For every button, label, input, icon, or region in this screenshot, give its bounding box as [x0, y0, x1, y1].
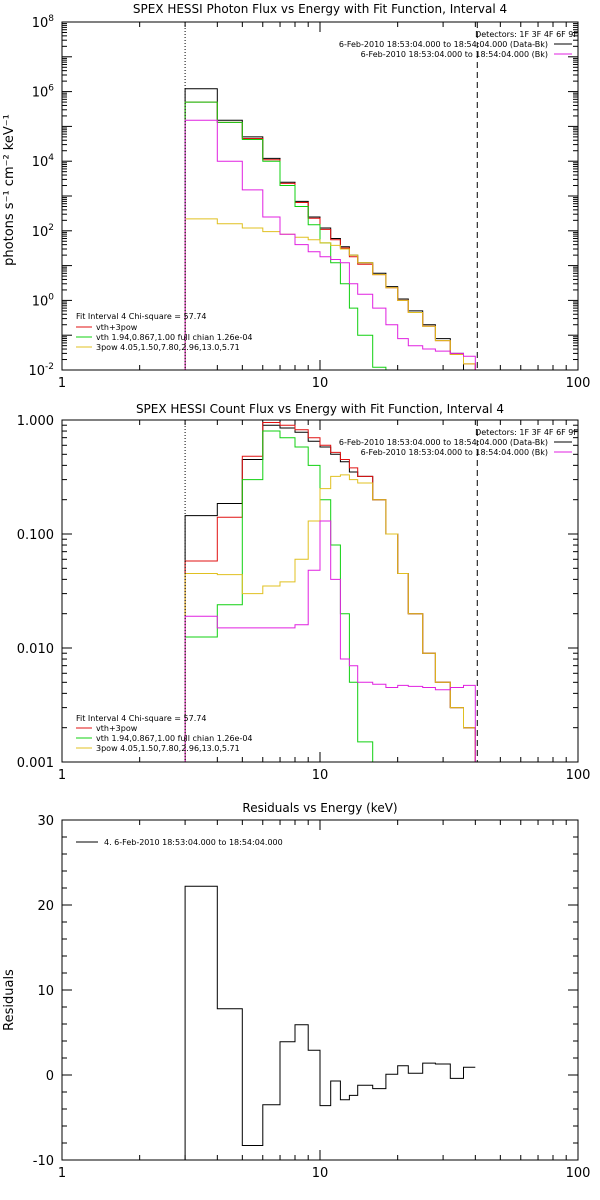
x-tick-label: 10: [312, 1166, 329, 1181]
axes-frame: [61, 819, 579, 1161]
y-tick-label: 10: [37, 984, 54, 999]
legend-entry-bk: 6-Feb-2010 18:53:04.000 to 18:54:04.000 …: [361, 448, 548, 457]
legend-entry-data-bk: 6-Feb-2010 18:53:04.000 to 18:54:04.000 …: [339, 40, 548, 49]
series-3pow: [184, 474, 501, 763]
legend-bottom-left: Fit Interval 4 Chi-square = 57.74 vth+3p…: [76, 714, 253, 753]
legend-entry-vth3pow: vth+3pow: [96, 323, 138, 332]
legend-entry-3pow: 3pow 4.05,1.50,7.80,2.96,13.0,5.71: [96, 343, 240, 352]
x-tick-label: 100: [566, 768, 591, 783]
plot-frame: [61, 819, 579, 1161]
series-vth: [184, 430, 386, 763]
legend-entry-vth: vth 1.94,0.867,1.00 full chian 1.26e-04: [96, 333, 253, 342]
panel-title: Residuals vs Energy (keV): [242, 801, 397, 815]
series-vth-3pow: [184, 101, 489, 371]
detectors-label: Detectors: 1F 3F 4F 6F 9F: [475, 428, 578, 437]
x-tick-label: 1: [58, 1166, 66, 1181]
y-tick-label: 106: [32, 84, 55, 101]
legend-entry-vth3pow: vth+3pow: [96, 724, 138, 733]
y-tick-label: 20: [37, 899, 54, 914]
series-bk: [184, 520, 476, 762]
plot-frame: [61, 21, 579, 371]
legend-entry-vth: vth 1.94,0.867,1.00 full chian 1.26e-04: [96, 734, 253, 743]
y-tick-label: 0.100: [17, 528, 54, 543]
residuals-panel: Residuals vs Energy (keV) Residuals 1 10 1…: [2, 801, 590, 1181]
x-tick-label: 1: [58, 376, 66, 391]
plot-frame: [61, 419, 579, 763]
y-tick-label: 0.001: [17, 756, 54, 771]
y-axis-label: Residuals: [2, 969, 17, 1031]
y-tick-label: 104: [32, 153, 55, 170]
y-tick-label: 0.010: [17, 642, 54, 657]
legend-top-right: Detectors: 1F 3F 4F 6F 9F 6-Feb-2010 18:…: [339, 30, 579, 59]
legend-entry-3pow: 3pow 4.05,1.50,7.80,2.96,13.0,5.71: [96, 744, 240, 753]
fit-heading: Fit Interval 4 Chi-square = 57.74: [76, 312, 206, 321]
x-tick-label: 100: [566, 1166, 591, 1181]
series-vth: [184, 101, 387, 370]
axes-frame: [61, 21, 579, 371]
panel-title: SPEX HESSI Photon Flux vs Energy with Fi…: [133, 2, 507, 16]
y-tick-label: 30: [37, 814, 54, 829]
y-tick-label: 102: [32, 223, 54, 240]
x-tick-label: 10: [312, 376, 329, 391]
legend-top-right: Detectors: 1F 3F 4F 6F 9F 6-Feb-2010 18:…: [339, 428, 579, 457]
y-axis-label: photons s⁻¹ cm⁻² keV⁻¹: [2, 114, 17, 266]
fit-heading: Fit Interval 4 Chi-square = 57.74: [76, 714, 206, 723]
x-tick-label: 1: [58, 768, 66, 783]
y-tick-label: 1.000: [17, 414, 54, 429]
y-tick-label: 108: [32, 14, 55, 31]
series-bk: [184, 119, 476, 370]
y-tick-label: 0: [46, 1069, 54, 1084]
legend: 4. 6-Feb-2010 18:53:04.000 to 18:54:04.0…: [76, 838, 283, 847]
y-tick-label: 100: [32, 292, 55, 309]
series-4-6-feb-2010-18-53-04-000-to-18-54-04-000: [184, 885, 476, 1160]
y-tick-label: 10-2: [28, 362, 54, 379]
legend-bottom-left: Fit Interval 4 Chi-square = 57.74 vth+3p…: [76, 312, 253, 352]
y-tick-label: -10: [33, 1154, 54, 1169]
x-tick-label: 100: [566, 376, 591, 391]
panel-title: SPEX HESSI Count Flux vs Energy with Fit…: [136, 402, 504, 416]
detectors-label: Detectors: 1F 3F 4F 6F 9F: [475, 30, 578, 39]
photon-flux-panel: SPEX HESSI Photon Flux vs Energy with Fi…: [2, 2, 590, 391]
series-data-bk: [184, 424, 476, 762]
legend-entry-bk: 6-Feb-2010 18:53:04.000 to 18:54:04.000 …: [361, 50, 548, 59]
series-vth-3pow: [184, 422, 489, 763]
series-3pow: [184, 218, 489, 371]
x-tick-label: 10: [312, 768, 329, 783]
count-flux-panel: SPEX HESSI Count Flux vs Energy with Fit…: [17, 402, 591, 783]
axes-frame: [61, 419, 579, 763]
legend-entry: 4. 6-Feb-2010 18:53:04.000 to 18:54:04.0…: [104, 838, 283, 847]
legend-entry-data-bk: 6-Feb-2010 18:53:04.000 to 18:54:04.000 …: [339, 438, 548, 447]
